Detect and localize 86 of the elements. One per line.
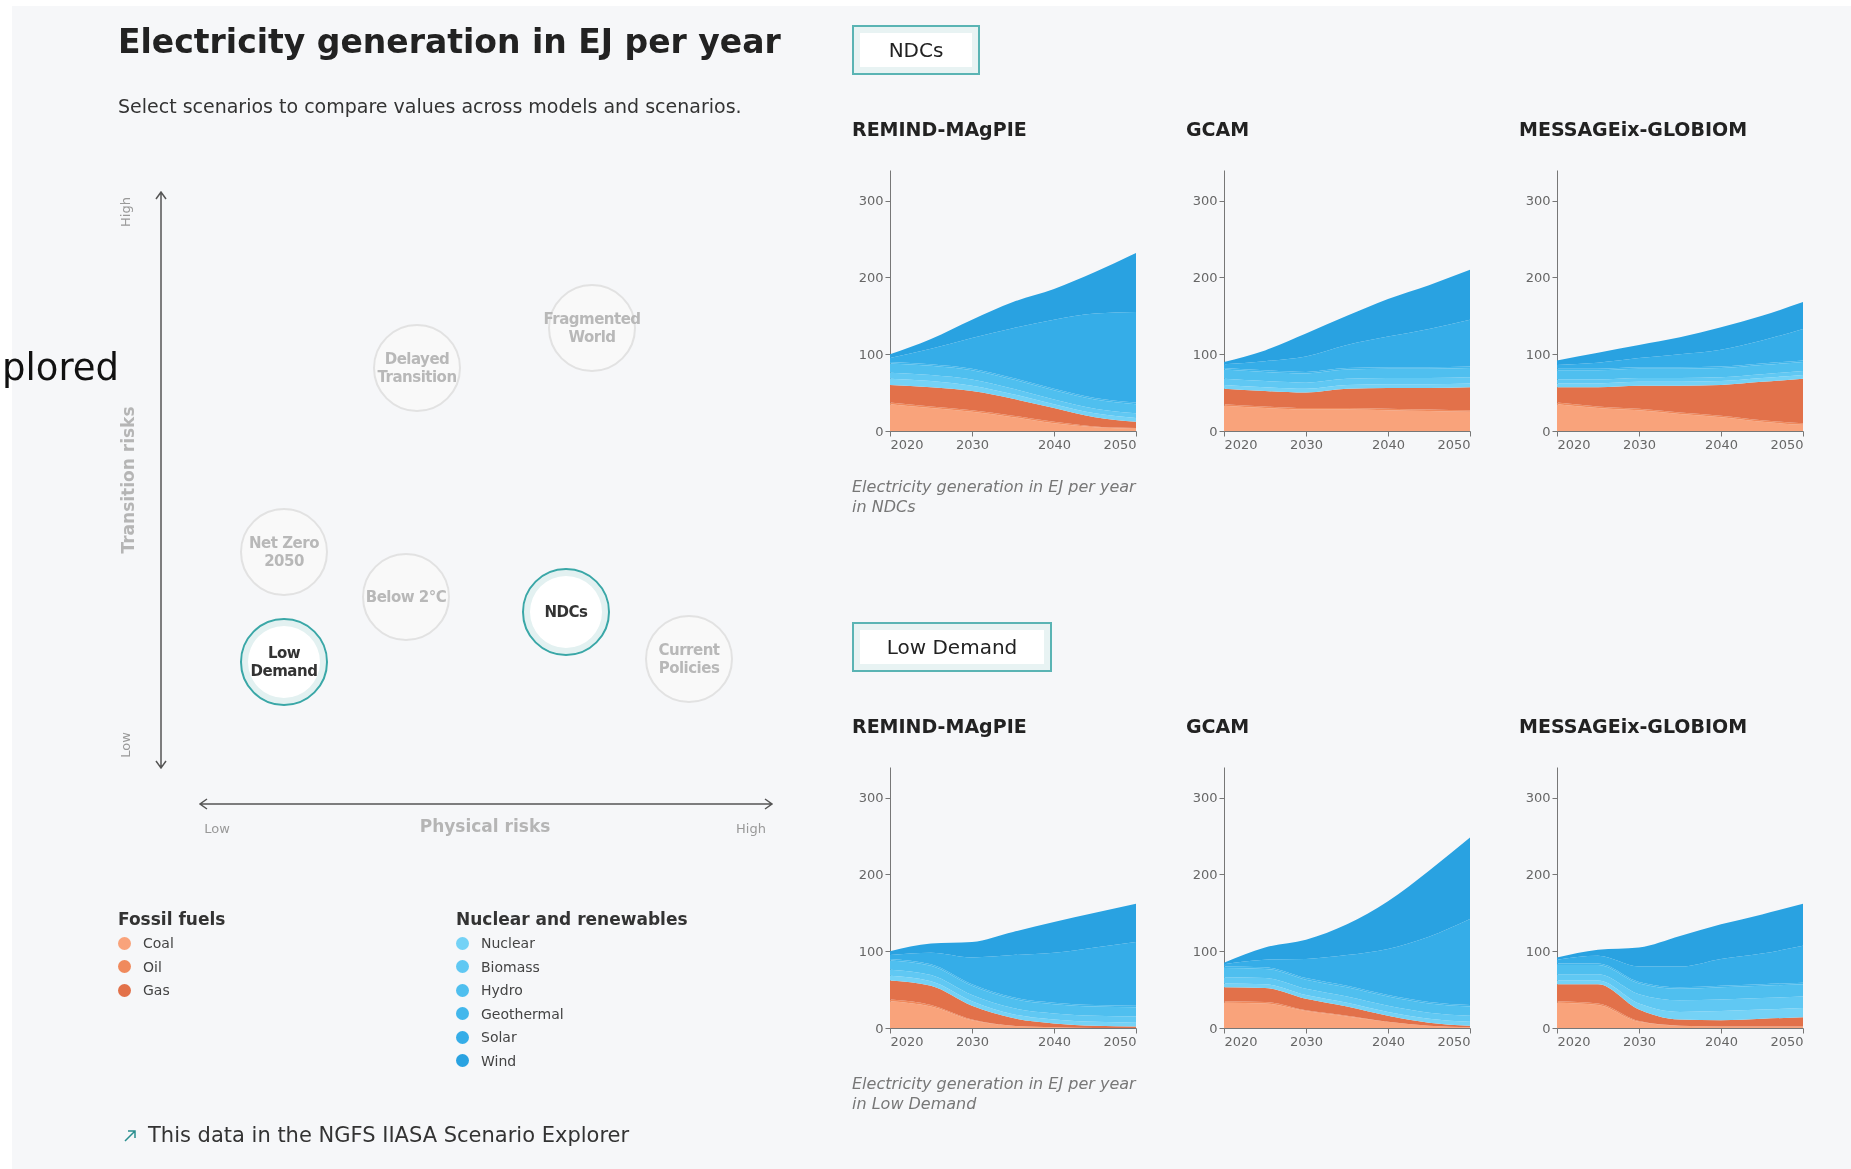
y-tick-label: 300 — [1525, 790, 1551, 806]
text: Select scenarios to compare values across models and scenarios. — [118, 95, 742, 117]
text: Low — [117, 732, 133, 758]
text: Electricity generation in EJ per year — [118, 22, 781, 61]
legend-label: Oil — [143, 958, 162, 975]
text: High — [117, 197, 133, 227]
chart-title: MESSAGEix-GLOBIOM — [1519, 118, 1748, 140]
x-tick-label: 2040 — [1704, 436, 1739, 452]
y-tick-label: 100 — [1192, 346, 1218, 362]
x-tick-label: 2030 — [955, 436, 990, 452]
y-tick-label: 100 — [858, 943, 884, 959]
chart-title: REMIND-MAgPIE — [852, 118, 1027, 140]
x-tick-label: 2040 — [1371, 1033, 1406, 1049]
x-tick-label: 2020 — [1224, 436, 1258, 452]
y-tick-label: 0 — [1209, 423, 1218, 439]
y-tick-label: 200 — [1192, 866, 1218, 882]
text: Nuclear and renewables — [456, 909, 688, 929]
y-tick-label: 100 — [1192, 943, 1218, 959]
text: Delayed Transition — [373, 324, 461, 412]
y-tick-label: 300 — [1525, 193, 1551, 209]
text: Net Zero 2050 — [240, 508, 328, 596]
x-tick-label: 2030 — [1622, 1033, 1657, 1049]
x-tick-label: 2030 — [1622, 436, 1657, 452]
text: Below 2°C — [362, 553, 450, 641]
text: Low — [204, 820, 230, 836]
y-tick-label: 200 — [1192, 269, 1218, 285]
text: Transition risks — [118, 406, 138, 554]
x-tick-label: 2050 — [1103, 1033, 1137, 1049]
text: This data in the NGFS IIASA Scenario Explorer — [148, 1123, 630, 1147]
y-tick-label: 100 — [858, 346, 884, 362]
text: High — [736, 820, 766, 836]
chart-title: GCAM — [1186, 118, 1250, 140]
x-tick-label: 2020 — [890, 436, 924, 452]
chart-title: REMIND-MAgPIE — [852, 715, 1027, 737]
text: Physical risks — [419, 816, 551, 836]
x-tick-label: 2050 — [1103, 436, 1137, 452]
y-tick-label: 300 — [858, 193, 884, 209]
y-tick-label: 0 — [875, 423, 884, 439]
text: NDCs — [522, 568, 610, 656]
y-tick-label: 200 — [858, 866, 884, 882]
x-tick-label: 2050 — [1770, 1033, 1804, 1049]
x-tick-label: 2050 — [1437, 1033, 1471, 1049]
x-tick-label: 2040 — [1704, 1033, 1739, 1049]
text: NDCs — [860, 33, 972, 67]
text: Electricity generation in EJ per year in Low Demand — [852, 1074, 1138, 1114]
text: Fossil fuels — [118, 909, 226, 929]
x-tick-label: 2040 — [1371, 436, 1406, 452]
legend-label: Biomass — [481, 958, 540, 975]
legend-label: Nuclear — [481, 935, 535, 951]
y-tick-label: 300 — [1192, 193, 1218, 209]
y-tick-label: 0 — [1542, 423, 1551, 439]
text: Low Demand — [860, 630, 1044, 664]
legend-label: Gas — [143, 982, 170, 998]
legend-label: Hydro — [481, 982, 523, 998]
y-tick-label: 300 — [1192, 790, 1218, 806]
legend-label: Geothermal — [481, 1005, 564, 1022]
x-tick-label: 2040 — [1037, 436, 1072, 452]
legend-label: Coal — [143, 935, 174, 951]
chart-title: MESSAGEix-GLOBIOM — [1519, 715, 1748, 737]
text: Fragmented World — [543, 309, 641, 348]
x-tick-label: 2030 — [1289, 1033, 1324, 1049]
y-tick-label: 0 — [875, 1020, 884, 1036]
chart-title: GCAM — [1186, 715, 1250, 737]
y-tick-label: 0 — [1209, 1020, 1218, 1036]
y-tick-label: 200 — [1525, 866, 1551, 882]
text: Electricity generation in EJ per year in NDCs — [852, 477, 1138, 517]
x-tick-label: 2050 — [1770, 436, 1804, 452]
y-tick-label: 300 — [858, 790, 884, 806]
text: Current Policies — [645, 615, 733, 703]
text: Low Demand — [240, 618, 328, 706]
x-tick-label: 2050 — [1437, 436, 1471, 452]
text: plored — [2, 346, 120, 389]
y-tick-label: 0 — [1542, 1020, 1551, 1036]
x-tick-label: 2020 — [890, 1033, 924, 1049]
x-tick-label: 2030 — [1289, 436, 1324, 452]
x-tick-label: 2020 — [1224, 1033, 1258, 1049]
y-tick-label: 200 — [858, 269, 884, 285]
x-tick-label: 2020 — [1557, 436, 1591, 452]
y-tick-label: 100 — [1525, 346, 1551, 362]
legend-label: Solar — [481, 1029, 517, 1045]
y-tick-label: 200 — [1525, 269, 1551, 285]
y-tick-label: 100 — [1525, 943, 1551, 959]
x-tick-label: 2040 — [1037, 1033, 1072, 1049]
legend-label: Wind — [481, 1052, 517, 1069]
x-tick-label: 2020 — [1557, 1033, 1591, 1049]
x-tick-label: 2030 — [955, 1033, 990, 1049]
